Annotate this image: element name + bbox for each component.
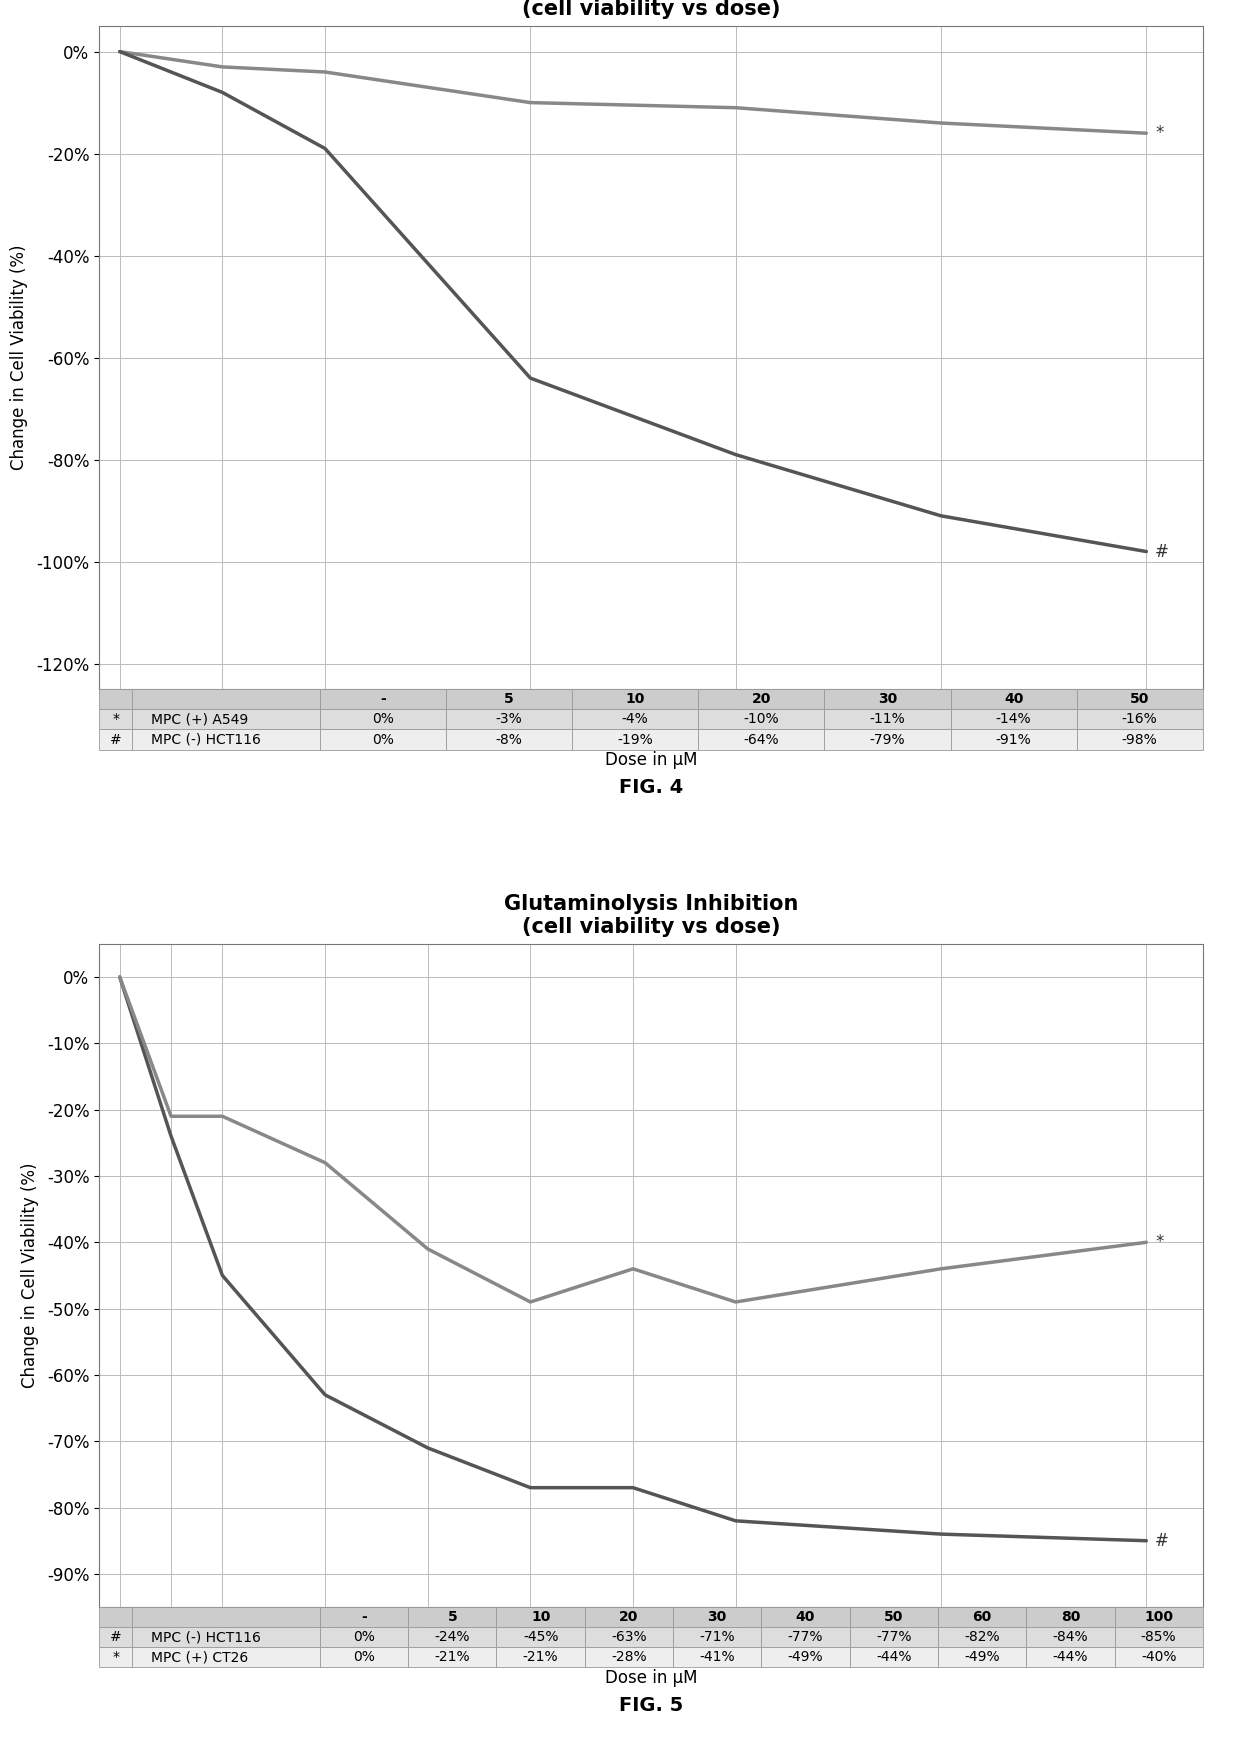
Text: FIG. 5: FIG. 5 — [619, 1696, 683, 1715]
Text: #: # — [1156, 543, 1169, 560]
Y-axis label: Change in Cell Viability (%): Change in Cell Viability (%) — [10, 245, 27, 471]
Text: *: * — [1156, 123, 1163, 143]
Y-axis label: Change in Cell Viability (%): Change in Cell Viability (%) — [21, 1163, 38, 1388]
Text: Dose in μM: Dose in μM — [605, 1669, 697, 1687]
Title: Glutaminolysis Inhibition
(cell viability vs dose): Glutaminolysis Inhibition (cell viabilit… — [503, 894, 799, 937]
Title: Citrate Transporter Inhibiton
(cell viability vs dose): Citrate Transporter Inhibiton (cell viab… — [481, 0, 821, 19]
Text: FIG. 4: FIG. 4 — [619, 777, 683, 796]
Text: #: # — [1156, 1532, 1169, 1549]
Text: Dose in μM: Dose in μM — [605, 751, 697, 769]
Text: *: * — [1156, 1233, 1163, 1252]
